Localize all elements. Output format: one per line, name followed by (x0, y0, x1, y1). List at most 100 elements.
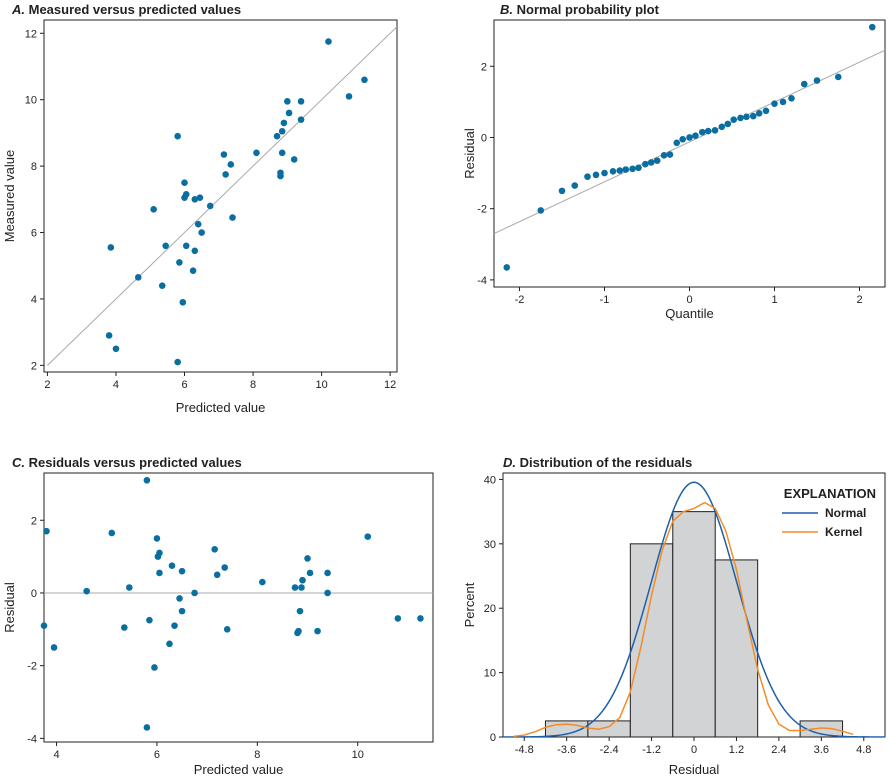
y-tick-label: -2 (27, 661, 37, 673)
data-point (277, 169, 284, 177)
x-tick-label: 0 (686, 294, 692, 306)
y-tick-label: 8 (31, 161, 37, 173)
data-point (168, 562, 176, 569)
y-tick-label: 10 (25, 95, 37, 107)
data-point (108, 529, 116, 537)
x-tick-label: 6 (154, 749, 160, 761)
data-point (704, 127, 712, 135)
data-point (629, 165, 636, 173)
y-axis-label: Residual (2, 582, 17, 633)
x-tick-label: 10 (352, 749, 364, 761)
kernel-curve (513, 501, 854, 737)
data-point (558, 187, 566, 195)
data-point (296, 607, 304, 615)
x-tick-label: 1 (771, 294, 777, 306)
x-tick-label: -3.6 (557, 744, 576, 756)
data-point (189, 267, 197, 275)
data-point (176, 259, 183, 266)
x-tick-label: -1 (600, 294, 610, 306)
data-point (83, 587, 90, 595)
data-point (174, 358, 181, 366)
data-point (50, 644, 58, 651)
x-axis-label: Predicted value (176, 400, 266, 415)
x-tick-label: 8 (254, 749, 260, 761)
data-point (196, 194, 204, 201)
data-point (191, 589, 198, 597)
panel-title: D. Distribution of the residuals (503, 455, 692, 470)
data-point (749, 112, 757, 120)
data-point (166, 640, 173, 648)
data-point (679, 135, 686, 143)
panel-title-text: Residuals versus predicted values (25, 455, 242, 470)
data-point (298, 584, 305, 591)
data-point (364, 533, 372, 540)
data-point (290, 156, 298, 163)
data-point (666, 151, 674, 158)
reference-line (47, 25, 397, 366)
data-point (40, 622, 48, 629)
data-point (503, 264, 511, 271)
data-point (206, 202, 214, 210)
x-tick-label: 4 (113, 379, 119, 391)
panel-letter: D. (503, 455, 516, 470)
data-point (178, 567, 186, 575)
data-point (105, 332, 113, 339)
x-tick-label: 4 (53, 749, 59, 761)
y-tick-label: 0 (481, 132, 487, 144)
y-tick-label: 0 (490, 732, 496, 744)
y-tick-label: -4 (27, 733, 37, 745)
histogram-bar (629, 543, 674, 737)
data-point (171, 622, 178, 629)
data-point (730, 116, 737, 123)
histogram-bar (714, 559, 759, 737)
panel-letter: C. (12, 455, 25, 470)
data-point (191, 247, 199, 255)
data-point (134, 274, 142, 281)
data-point (616, 167, 624, 174)
y-tick-label: 30 (484, 539, 496, 551)
data-point (143, 724, 151, 731)
x-tick-label: -4.8 (515, 744, 534, 756)
data-point (295, 627, 302, 635)
x-tick-label: 0 (691, 744, 697, 756)
x-tick-label: 10 (315, 379, 327, 391)
data-point (156, 569, 163, 577)
data-point (394, 615, 402, 622)
data-point (182, 242, 190, 250)
data-point (107, 244, 115, 251)
data-point (647, 159, 655, 166)
data-point (868, 23, 876, 31)
data-point (584, 173, 591, 180)
plot-area (503, 481, 885, 737)
x-tick-label: -2 (515, 294, 525, 306)
y-tick-label: 10 (484, 668, 496, 680)
y-tick-label: 0 (31, 588, 37, 600)
y-axis-label: Measured value (2, 150, 17, 243)
data-point (306, 569, 314, 577)
data-point (345, 93, 353, 100)
data-point (718, 123, 726, 131)
panel-title-text: Distribution of the residuals (516, 455, 692, 470)
plot-frame (493, 19, 886, 288)
data-point (642, 160, 649, 168)
data-point (297, 116, 305, 123)
histogram-bar (799, 720, 844, 737)
data-point (361, 76, 368, 84)
legend-title: EXPLANATION (784, 486, 876, 501)
x-tick-label: 2.4 (771, 744, 786, 756)
x-axis-label: Residual (669, 762, 720, 777)
data-point (813, 77, 821, 84)
data-point (771, 100, 778, 107)
data-point (834, 73, 842, 81)
data-point (182, 191, 190, 198)
y-tick-label: 2 (31, 360, 37, 372)
x-axis-label: Quantile (665, 306, 713, 321)
data-point (755, 109, 763, 117)
x-tick-label: -2.4 (600, 744, 619, 756)
data-point (229, 214, 236, 221)
y-axis-label: Percent (462, 582, 477, 627)
data-point (762, 107, 770, 115)
data-point (653, 157, 661, 164)
y-tick-label: 20 (484, 603, 496, 615)
